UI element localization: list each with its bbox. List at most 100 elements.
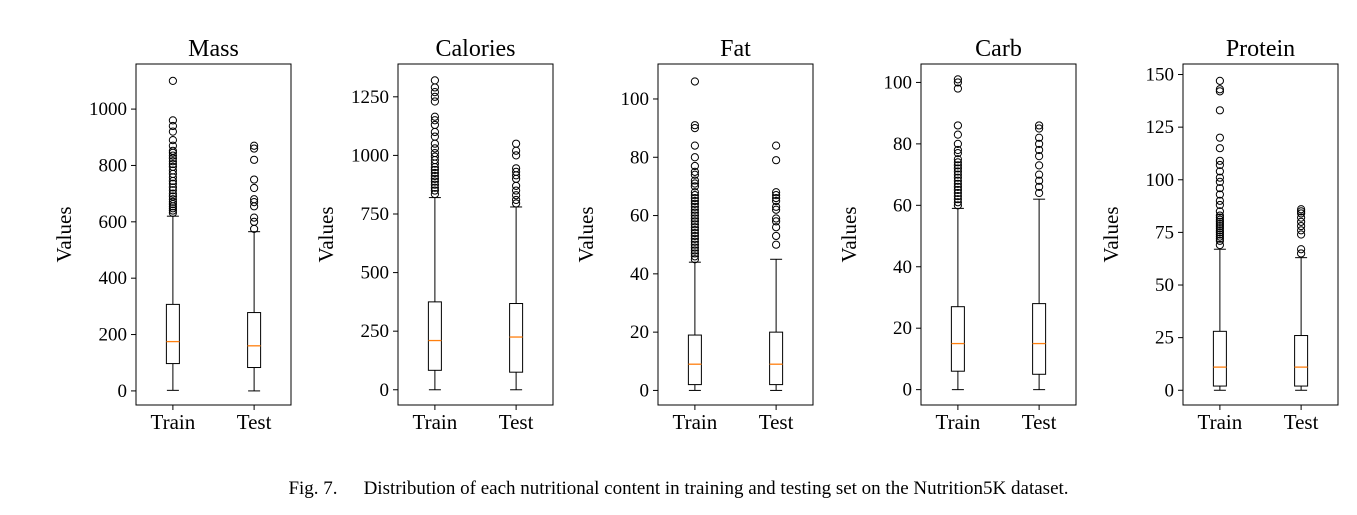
box-test (1294, 205, 1309, 391)
outlier-point (953, 185, 962, 195)
outlier-point (953, 179, 962, 188)
outlier-point (953, 75, 962, 84)
outlier-point (1215, 167, 1224, 176)
outlier-point (250, 155, 259, 164)
outlier-point (250, 144, 259, 153)
outlier-point (430, 76, 439, 85)
outlier-point (1215, 85, 1224, 94)
iqr-box (165, 303, 180, 365)
outlier-point (168, 159, 177, 169)
outlier-point (1035, 161, 1044, 170)
outlier-point (250, 213, 259, 222)
outlier-point (1215, 144, 1224, 153)
outlier-point (1215, 234, 1224, 243)
x-tick-label: Test (1284, 410, 1319, 434)
y-tick-label: 250 (361, 321, 390, 342)
outlier-point (690, 193, 699, 203)
outlier-point (690, 223, 699, 232)
outlier-point (953, 191, 962, 201)
box-train (687, 77, 702, 391)
outlier-point (430, 177, 439, 186)
outlier-point (430, 171, 439, 181)
outlier-point (512, 191, 521, 200)
outlier-point (1035, 133, 1044, 142)
outlier-point (953, 201, 962, 210)
outlier-point (168, 151, 177, 160)
outlier-point (1297, 249, 1306, 258)
outlier-point (430, 148, 439, 158)
outlier-point (250, 197, 259, 207)
outlier-point (690, 202, 699, 211)
outlier-point (690, 196, 699, 206)
outlier-point (690, 228, 699, 238)
outlier-point (250, 195, 259, 204)
outlier-point (1035, 182, 1044, 191)
outlier-point (690, 141, 699, 150)
outlier-point (168, 192, 177, 201)
outlier-point (953, 158, 962, 167)
outlier-point (690, 226, 699, 235)
panel-title: Mass (188, 36, 239, 62)
outlier-point (953, 145, 962, 155)
panel-title: Protein (1226, 36, 1295, 62)
figure-caption: Fig. 7. Distribution of each nutritional … (0, 478, 1357, 500)
outlier-point (430, 183, 439, 192)
x-tick-label: Test (237, 410, 272, 434)
plot-frame (920, 63, 1077, 406)
outlier-point (772, 214, 781, 223)
iqr-box (687, 334, 702, 386)
outlier-point (772, 191, 781, 200)
outlier-point (953, 173, 962, 182)
panel-title: Fat (720, 36, 751, 62)
outlier-point (690, 167, 699, 176)
y-tick-label: 60 (630, 206, 649, 227)
outlier-point (1215, 87, 1224, 96)
outlier-point (430, 168, 439, 178)
outlier-point (1215, 219, 1224, 229)
y-tick-label: 1000 (351, 145, 389, 166)
panel-title: Carb (975, 36, 1022, 62)
y-tick-label: 0 (640, 380, 650, 401)
x-tick-label: Train (413, 410, 458, 434)
outlier-point (168, 116, 177, 125)
outlier-point (168, 183, 177, 192)
outlier-point (953, 84, 962, 93)
box-test (769, 141, 784, 391)
outlier-point (1215, 215, 1224, 224)
outlier-point (690, 234, 699, 243)
outlier-point (168, 127, 177, 136)
outlier-point (168, 208, 177, 217)
y-axis-label: Values (1099, 207, 1123, 263)
outlier-point (250, 202, 259, 211)
outlier-point (168, 206, 177, 215)
outlier-point (430, 132, 439, 141)
outlier-point (772, 188, 781, 197)
outlier-point (512, 164, 521, 173)
outlier-point (953, 130, 962, 139)
outlier-point (690, 77, 699, 86)
outlier-point (168, 186, 177, 195)
y-tick-label: 0 (118, 381, 128, 402)
outlier-point (690, 161, 699, 171)
outlier-point (168, 204, 177, 213)
outlier-point (1215, 190, 1224, 199)
iqr-box (1032, 303, 1047, 375)
outlier-point (953, 198, 962, 207)
x-tick-label: Train (936, 410, 981, 434)
outlier-point (690, 252, 699, 261)
outlier-point (168, 141, 177, 150)
outlier-point (772, 231, 781, 241)
outlier-point (430, 120, 439, 130)
y-tick-label: 25 (1155, 328, 1174, 349)
x-tick-label: Train (1198, 410, 1243, 434)
outlier-point (430, 152, 439, 161)
panel-fat: Fat Values 0 20 40 60 80 100 Train Test (574, 36, 814, 434)
outlier-point (1215, 226, 1224, 235)
outlier-point (1035, 145, 1044, 155)
y-tick-label: 20 (630, 322, 649, 343)
outlier-point (168, 76, 177, 86)
outlier-point (690, 240, 699, 249)
outlier-point (690, 179, 699, 188)
outlier-point (1215, 211, 1224, 220)
